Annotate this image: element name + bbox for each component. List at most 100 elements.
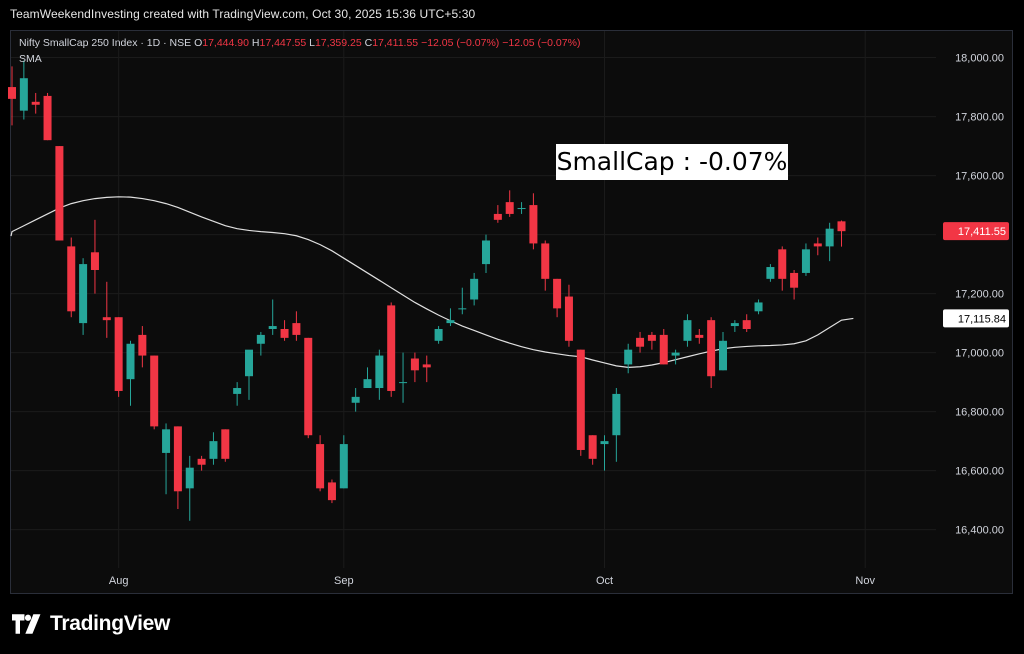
candle[interactable] bbox=[600, 435, 609, 471]
candle[interactable] bbox=[67, 237, 76, 318]
candle[interactable] bbox=[446, 308, 455, 327]
candle[interactable] bbox=[339, 435, 348, 489]
indicator-legend-sma[interactable]: SMA bbox=[19, 53, 42, 65]
candle-body bbox=[529, 205, 538, 244]
candle[interactable] bbox=[8, 66, 16, 126]
candle[interactable] bbox=[221, 429, 230, 462]
candle[interactable] bbox=[410, 352, 419, 383]
candle-body bbox=[150, 355, 159, 427]
candle[interactable] bbox=[304, 337, 313, 439]
candle[interactable] bbox=[482, 234, 490, 273]
candle[interactable] bbox=[79, 258, 88, 335]
candle[interactable] bbox=[505, 190, 514, 217]
candle[interactable] bbox=[90, 219, 99, 294]
candle[interactable] bbox=[292, 311, 301, 341]
candle[interactable] bbox=[209, 432, 218, 465]
candle[interactable] bbox=[256, 331, 265, 356]
candle[interactable] bbox=[790, 269, 799, 300]
candle[interactable] bbox=[813, 237, 822, 256]
candle[interactable] bbox=[671, 349, 680, 365]
candle[interactable] bbox=[529, 193, 538, 250]
candle[interactable] bbox=[351, 388, 360, 412]
sma-price-badge bbox=[943, 309, 1009, 328]
close-label: C bbox=[364, 37, 373, 49]
candle-body bbox=[43, 95, 52, 141]
candle[interactable] bbox=[778, 246, 787, 291]
sma-price-label: 17,115.84 bbox=[958, 313, 1006, 325]
candle[interactable] bbox=[647, 331, 656, 350]
candle[interactable] bbox=[564, 284, 573, 347]
symbol-label[interactable]: Nifty SmallCap 250 Index · 1D · NSE bbox=[19, 37, 192, 49]
candle[interactable] bbox=[55, 146, 64, 241]
candle[interactable] bbox=[801, 243, 810, 276]
candle[interactable] bbox=[588, 435, 597, 465]
candle[interactable] bbox=[268, 299, 277, 335]
candle[interactable] bbox=[612, 388, 621, 462]
candle-body bbox=[493, 213, 502, 220]
candle[interactable] bbox=[766, 264, 775, 282]
candle[interactable] bbox=[114, 317, 123, 397]
candle[interactable] bbox=[553, 278, 562, 318]
candle[interactable] bbox=[150, 355, 159, 430]
candle[interactable] bbox=[742, 314, 751, 332]
candle[interactable] bbox=[375, 349, 384, 400]
candle[interactable] bbox=[173, 426, 182, 509]
candle[interactable] bbox=[541, 240, 550, 291]
candle[interactable] bbox=[719, 331, 727, 371]
candle-body bbox=[588, 435, 597, 459]
close-value: 17,411.55 bbox=[372, 37, 419, 49]
candle-body bbox=[327, 482, 336, 501]
candle[interactable] bbox=[31, 92, 40, 114]
candle[interactable] bbox=[363, 367, 372, 389]
low-label: L bbox=[309, 37, 315, 49]
candle-body bbox=[470, 278, 479, 300]
candle-body bbox=[292, 323, 301, 335]
candle[interactable] bbox=[825, 222, 834, 262]
candle-body bbox=[730, 323, 739, 327]
candle[interactable] bbox=[43, 92, 52, 141]
candle[interactable] bbox=[493, 205, 502, 223]
candle-body bbox=[671, 352, 680, 356]
candle[interactable] bbox=[233, 382, 242, 406]
tradingview-logo[interactable]: TradingView bbox=[12, 612, 170, 636]
candle[interactable] bbox=[162, 423, 171, 495]
candle[interactable] bbox=[683, 314, 692, 347]
candle-body bbox=[67, 246, 76, 312]
candle-body bbox=[280, 329, 289, 338]
candle[interactable] bbox=[280, 320, 289, 341]
candle[interactable] bbox=[245, 349, 253, 400]
candle[interactable] bbox=[19, 60, 28, 120]
candle[interactable] bbox=[316, 435, 325, 492]
candle-body bbox=[126, 343, 135, 380]
candle[interactable] bbox=[126, 340, 135, 406]
candle[interactable] bbox=[636, 331, 645, 353]
candle[interactable] bbox=[185, 455, 194, 521]
candle[interactable] bbox=[576, 349, 585, 456]
candle-body bbox=[636, 337, 645, 347]
candle[interactable] bbox=[730, 320, 739, 332]
candle[interactable] bbox=[197, 455, 206, 471]
y-tick-label: 17,000.00 bbox=[955, 348, 1004, 360]
candle[interactable] bbox=[695, 329, 704, 344]
candle[interactable] bbox=[327, 479, 336, 504]
candle-body bbox=[742, 320, 751, 330]
candle[interactable] bbox=[387, 302, 396, 397]
y-tick-label: 16,800.00 bbox=[955, 407, 1004, 419]
candle[interactable] bbox=[458, 287, 467, 315]
candle[interactable] bbox=[624, 343, 633, 374]
candle[interactable] bbox=[399, 352, 408, 403]
candle[interactable] bbox=[102, 281, 111, 338]
candle-body bbox=[162, 429, 171, 453]
candle[interactable] bbox=[422, 355, 431, 383]
candle[interactable] bbox=[707, 317, 716, 389]
candle[interactable] bbox=[659, 329, 668, 365]
candle[interactable] bbox=[138, 326, 147, 368]
open-label: O bbox=[194, 37, 203, 49]
candle[interactable] bbox=[470, 272, 479, 306]
candle-body bbox=[754, 302, 763, 312]
candle[interactable] bbox=[837, 220, 846, 247]
candle[interactable] bbox=[754, 299, 763, 315]
candle[interactable] bbox=[517, 202, 526, 214]
candle[interactable] bbox=[434, 326, 443, 344]
